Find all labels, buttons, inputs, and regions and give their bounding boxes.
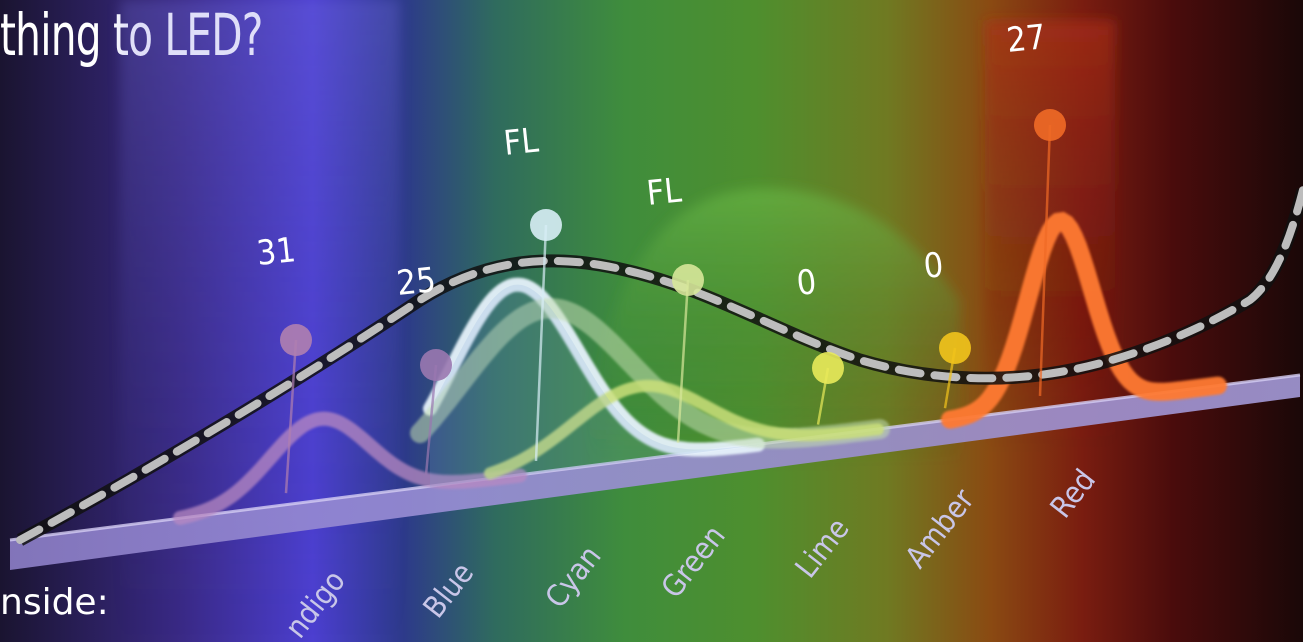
marker-layer <box>280 109 1066 494</box>
category-label-amber: Amber <box>899 482 982 575</box>
marker-stem <box>424 364 438 476</box>
marker-dot <box>939 332 971 364</box>
series-line-green <box>484 379 884 480</box>
glow-layer <box>120 0 1115 642</box>
target-curve <box>16 186 1303 546</box>
series-line-indigo <box>173 411 527 525</box>
marker-stem <box>534 224 548 461</box>
baseline-strip <box>9 373 1301 570</box>
marker-dot <box>672 264 704 296</box>
category-label-lime: Lime <box>789 512 857 585</box>
marker-dot <box>530 209 562 241</box>
category-label-cyan: Cyan <box>539 539 609 615</box>
blue-area <box>430 284 760 488</box>
marker-dot <box>1034 109 1066 141</box>
marker-stem <box>676 279 690 443</box>
marker-stem <box>1038 124 1052 396</box>
subhead: nside: <box>0 582 109 623</box>
series-line-red <box>941 211 1227 429</box>
category-label-red: Red <box>1044 463 1103 525</box>
baseline-band <box>10 375 1300 570</box>
value-label: 0 <box>922 245 946 287</box>
value-label: FL <box>645 171 684 214</box>
value-label: 27 <box>1005 17 1048 61</box>
marker-stem <box>284 339 298 494</box>
baseline-edge <box>9 373 1301 542</box>
category-label-blue: Blue <box>417 556 481 625</box>
value-label: 0 <box>795 262 819 304</box>
marker-dot <box>812 352 844 384</box>
marker-dot <box>280 324 312 356</box>
value-label: 25 <box>395 260 438 304</box>
value-label: 31 <box>255 230 298 274</box>
series-layer <box>173 211 1227 525</box>
category-label-green: Green <box>655 519 733 605</box>
value-label: FL <box>502 121 541 164</box>
target-curve-line <box>16 186 1303 544</box>
series-line-blue <box>423 277 765 457</box>
marker-dot <box>420 349 452 381</box>
